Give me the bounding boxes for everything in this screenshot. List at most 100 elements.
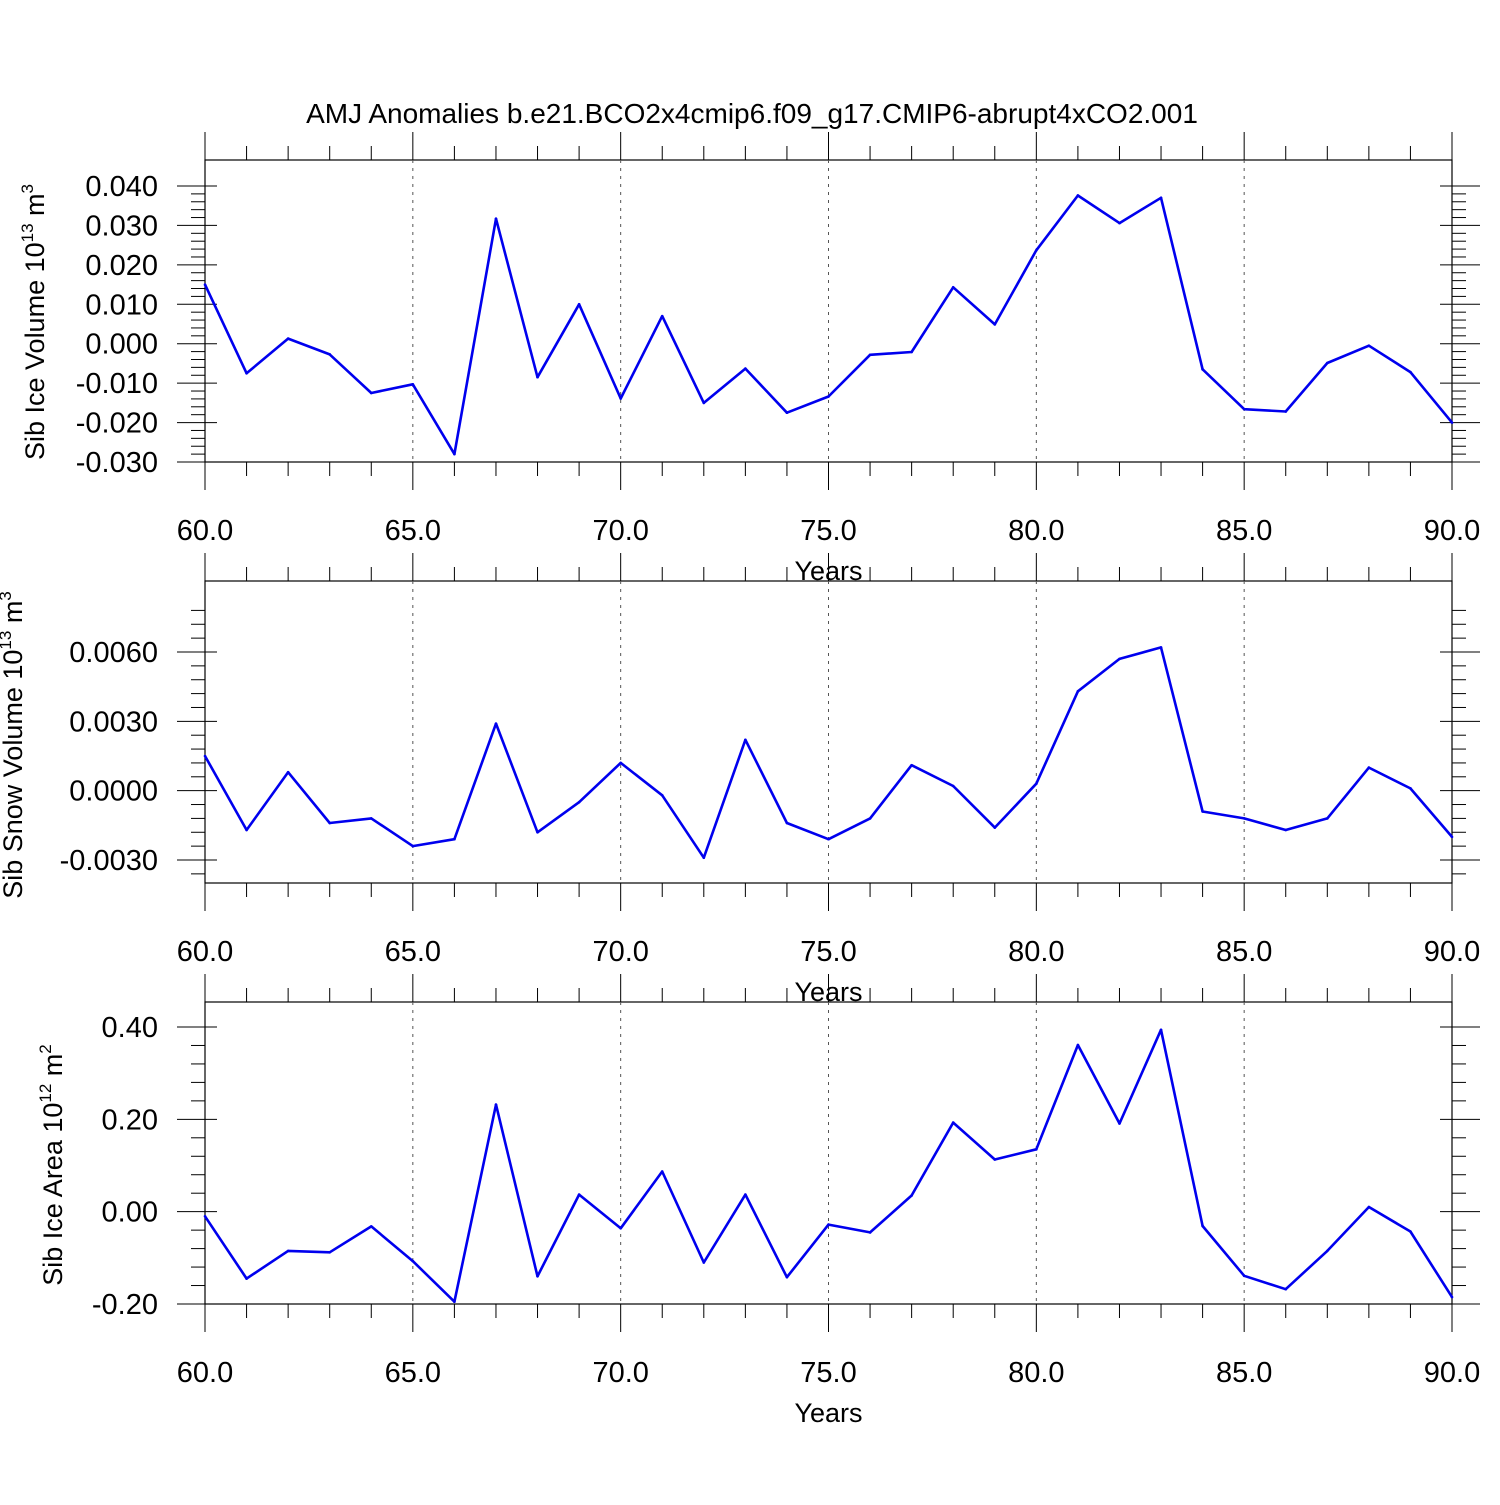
data-point [1076,1043,1080,1047]
data-point [411,844,415,848]
data-point [744,1193,747,1196]
data-point [1076,689,1080,693]
data-point [369,817,373,820]
x-tick-label: 90.0 [1424,515,1480,547]
data-point [286,770,290,774]
data-point [536,375,539,379]
y-tick-label: 0.00 [102,1197,158,1229]
data-point [993,323,997,326]
x-tick-label: 60.0 [177,515,233,547]
data-point [286,1249,290,1253]
x-tick-label: 65.0 [385,515,441,547]
data-point [286,337,290,340]
data-point [453,452,456,456]
data-point [494,722,498,725]
x-tick-label: 80.0 [1008,1357,1064,1389]
data-point [1201,368,1204,371]
data-point [1159,196,1163,200]
y-axis-label: Sib Snow Volume 1013 m3 [0,591,28,899]
data-point [411,1259,415,1263]
data-point [1450,835,1454,839]
data-point [744,367,747,370]
data-point [1201,1224,1204,1228]
data-point [1242,407,1246,411]
data-point [1159,646,1163,649]
x-tick-label: 75.0 [800,515,856,547]
data-point [660,793,664,797]
data-point [203,1214,207,1218]
data-point [1242,1274,1246,1278]
x-tick-label: 65.0 [385,1357,441,1389]
data-point [328,821,332,825]
data-point [910,350,913,354]
data-point [827,395,830,398]
data-point [1118,657,1121,661]
data-point [1409,370,1412,374]
y-tick-label: 0.000 [85,329,158,361]
data-point [1201,810,1204,813]
x-tick-label: 85.0 [1216,936,1272,968]
data-point [1159,1028,1163,1032]
x-tick-label: 70.0 [592,515,648,547]
data-point [536,1275,539,1278]
x-axis-label: Years [794,1398,862,1428]
x-tick-label: 60.0 [177,936,233,968]
x-tick-label: 90.0 [1424,936,1480,968]
data-point [1450,1295,1454,1299]
x-tick-label: 70.0 [592,1357,648,1389]
y-tick-label: 0.40 [102,1012,158,1044]
y-tick-label: 0.0000 [69,776,158,808]
data-point [1284,828,1288,832]
data-point [619,397,622,400]
y-tick-label: 0.030 [85,210,158,242]
data-point [1367,1205,1371,1209]
x-tick-label: 80.0 [1008,515,1064,547]
x-tick-label: 90.0 [1424,1357,1480,1389]
y-tick-label: -0.010 [76,368,158,400]
panel-3: 60.0 65.0 70.0 75.0 80.0 85.0 90.0 -0.20 0.00 0.2… [36,974,1480,1428]
data-point [1118,221,1121,225]
data-point [702,856,706,859]
data-point [1118,1122,1121,1125]
data-point [951,784,955,788]
data-point [1035,782,1038,786]
data-point [577,800,581,804]
y-tick-label: 0.020 [85,250,158,282]
data-point [245,1277,248,1280]
data-point [744,738,747,742]
data-point [660,314,664,318]
y-tick-label: 0.010 [85,289,158,321]
x-tick-label: 75.0 [800,1357,856,1389]
data-point [203,283,207,286]
y-tick-label: -0.0030 [60,845,158,877]
data-point [660,1170,664,1173]
data-point [369,391,373,395]
data-point [453,1300,456,1303]
data-point [245,828,248,832]
x-tick-label: 65.0 [385,936,441,968]
data-point [536,830,539,834]
data-point [619,761,622,765]
y-tick-label: 0.20 [102,1104,158,1136]
data-point [702,401,706,405]
y-tick-label: -0.020 [76,408,158,440]
data-point [785,1275,789,1279]
figure-title: AMJ Anomalies b.e21.BCO2x4cmip6.f09_g17.… [306,98,1198,129]
data-point [1367,766,1371,769]
data-point [577,302,581,306]
data-point [453,837,456,841]
data-point [1326,1249,1329,1253]
data-point [868,817,872,820]
data-point [494,217,498,221]
data-point [1035,248,1038,252]
data-point [1284,410,1288,413]
y-tick-label: 0.040 [85,171,158,203]
data-point [1242,817,1246,820]
x-tick-label: 80.0 [1008,936,1064,968]
y-tick-label: -0.20 [92,1289,158,1321]
data-point [868,353,872,357]
data-point [993,1158,997,1161]
y-axis-label: Sib Ice Volume 1013 m3 [18,184,50,460]
